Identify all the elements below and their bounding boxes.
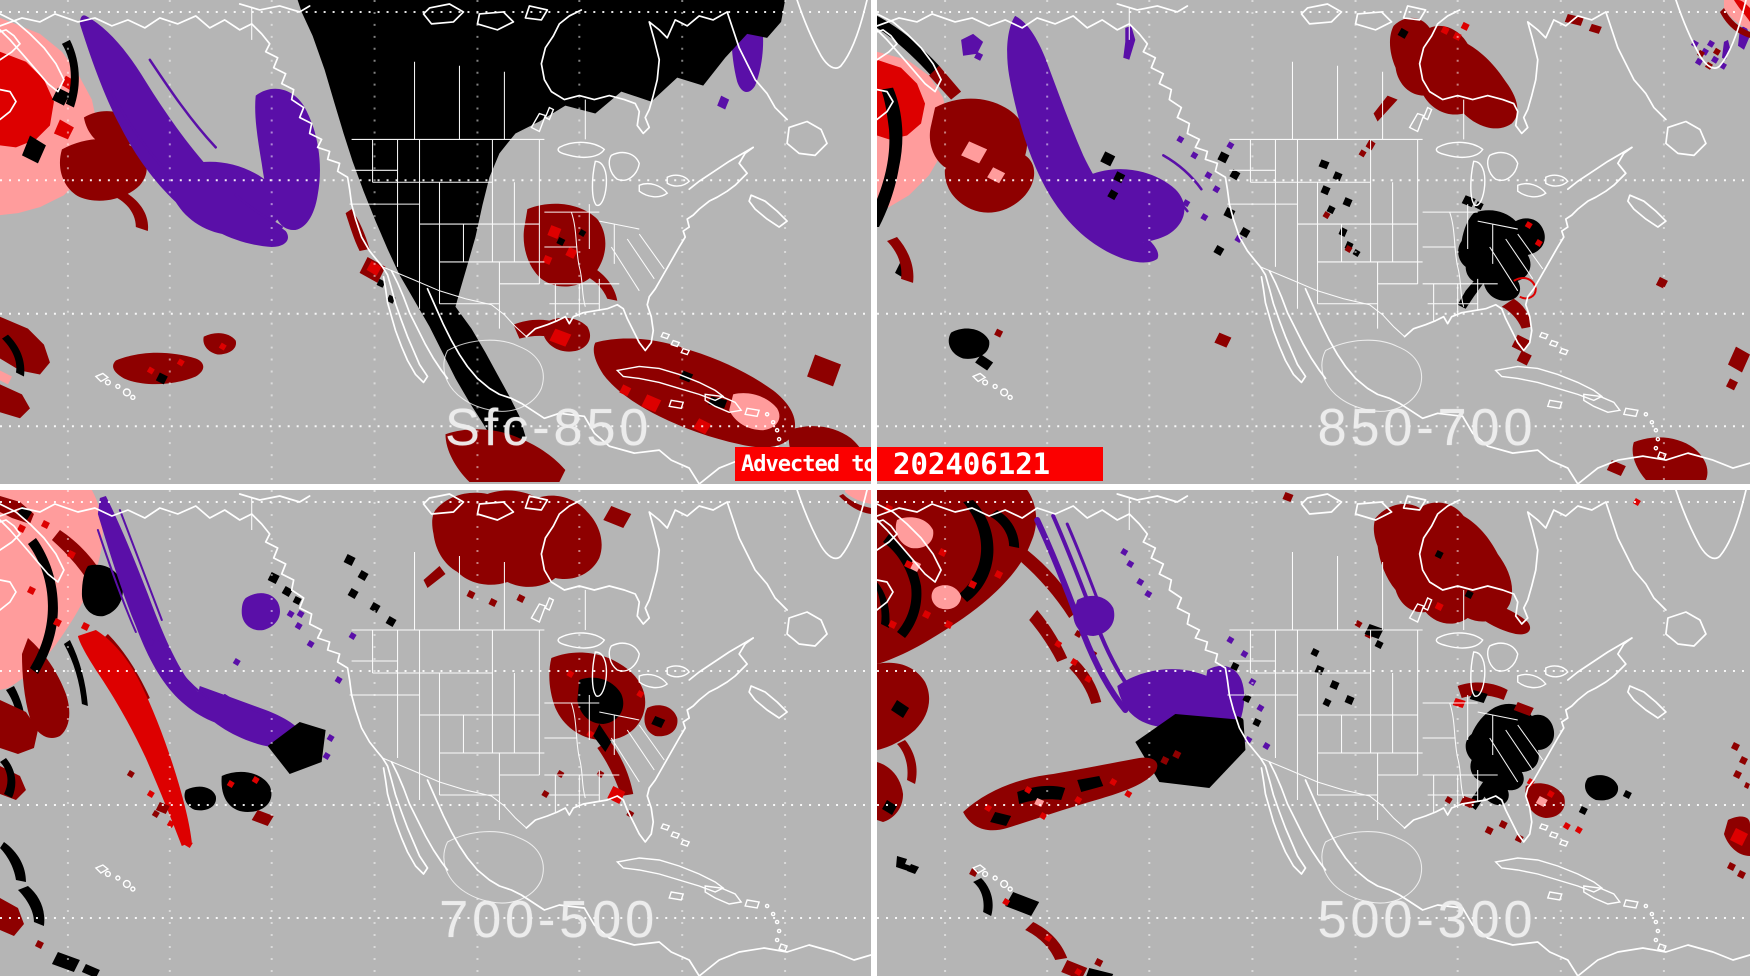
plains-specks [1318,159,1361,257]
advected-datetime-banner: 202406121 [877,447,1103,481]
layer-label-850-700: 850-700 [1317,399,1537,457]
aerosol-plumes-700-500 [0,490,871,976]
layer-label-700-500: 700-500 [439,891,659,949]
banner-datetime-text: 202406121 [893,447,1051,481]
layer-label-sfc-850: Sfc-850 [445,399,653,457]
aerosol-plumes-850-700 [877,0,1750,481]
map-850-700 [877,0,1750,484]
advected-to-banner: Advected to [735,447,877,481]
map-sfc-850 [0,0,871,484]
map-500-300 [877,490,1750,976]
panel-850-700: 850-700 [877,0,1750,484]
speck-cluster-ne [1690,39,1730,70]
right-edge-dust [1723,742,1750,879]
panel-700-500: 700-500 [0,490,871,976]
layer-label-500-300: 500-300 [1317,891,1537,949]
panel-500-300: 500-300 [877,490,1750,976]
panel-sfc-850: Sfc-850 [0,0,871,484]
map-700-500 [0,490,871,976]
aerosol-plumes-500-300 [877,490,1750,976]
aerosol-plumes-sfc-850 [0,0,867,483]
plains-specks [1310,624,1384,707]
banner-prefix-text: Advected to [741,451,877,477]
